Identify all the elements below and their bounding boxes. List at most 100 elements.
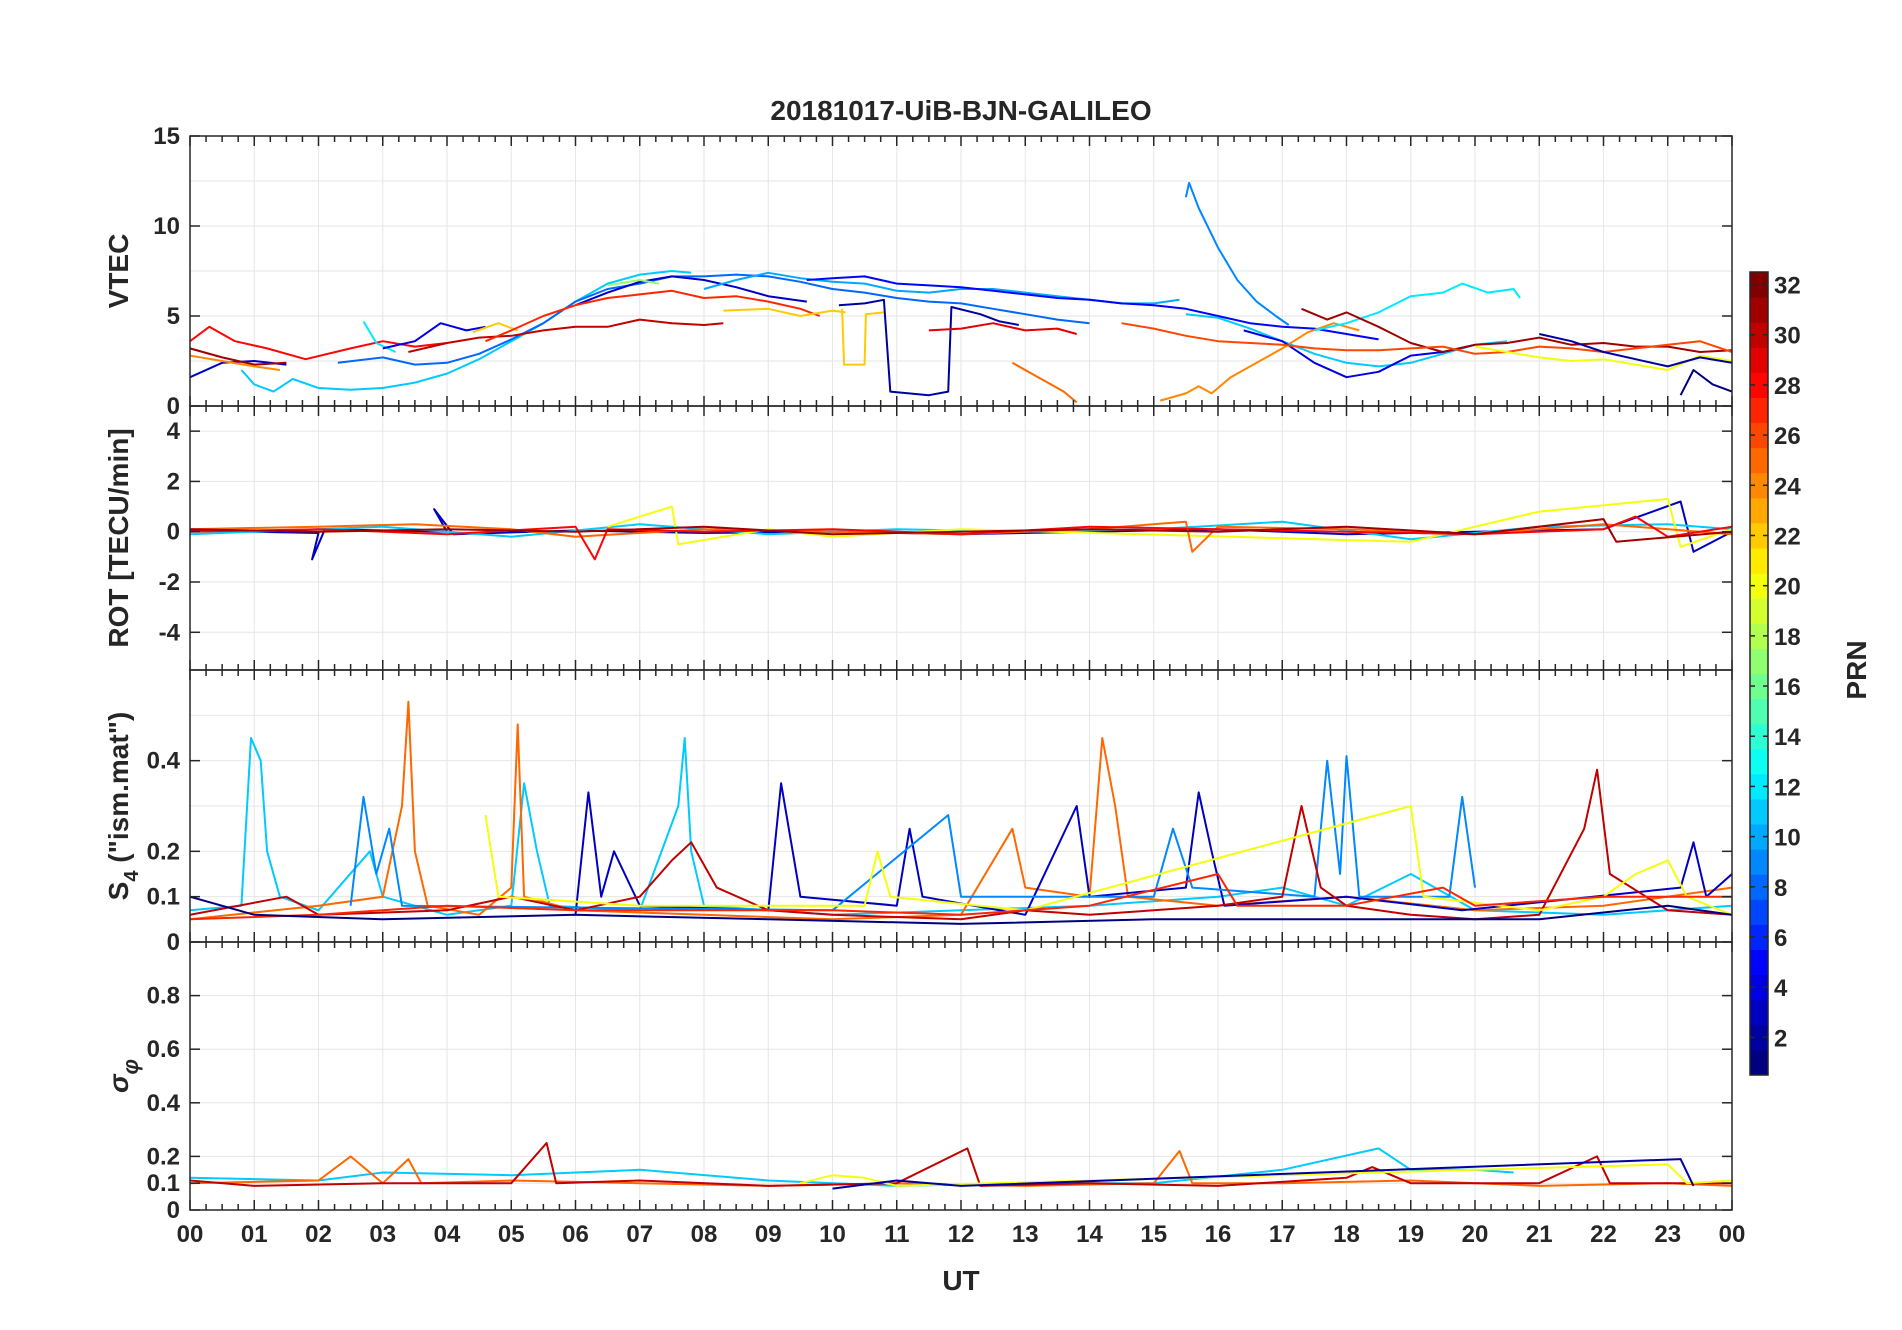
sigma_phi-series-prn-30: [190, 1142, 1732, 1187]
vtec-series-prn-24: [1159, 322, 1360, 402]
rot-y-tick-label: 2: [167, 468, 180, 495]
vtec-series-prn-8: [337, 273, 1090, 366]
s4-series-prn-25: [190, 700, 1732, 921]
panel-s4: 00.10.20.4S4 ("ism.mat"): [103, 669, 1733, 956]
s4-label-rest: ("ism.mat"): [103, 712, 134, 871]
colorbar-swatch: [1750, 773, 1768, 800]
colorbar-swatch: [1750, 472, 1768, 499]
colorbar-tick-label: 10: [1774, 825, 1801, 852]
x-tick-label: 00: [177, 1221, 204, 1248]
s4-y-tick-label: 0.1: [147, 884, 180, 911]
vtec-series-prn-24: [190, 354, 281, 371]
vtec-series-prn-1: [1679, 369, 1732, 396]
x-tick-label: 20: [1462, 1221, 1489, 1248]
vtec-series-prn-17: [607, 279, 660, 287]
rot-y-tick-label: -4: [159, 619, 181, 646]
s4-y-tick-label: 0: [167, 929, 180, 956]
colorbar-swatch: [1750, 573, 1768, 599]
sigma_phi-y-tick-label: 0: [167, 1197, 180, 1224]
s4-series-prn-27: [190, 873, 1732, 921]
x-tick-label: 22: [1590, 1221, 1617, 1248]
s4-series-prn-20: [484, 805, 1732, 916]
x-tick-label: 03: [369, 1221, 396, 1248]
vtec-y-tick-label: 0: [167, 393, 180, 420]
sigma_phi-y-tick-label: 0.6: [147, 1036, 180, 1063]
colorbar-swatch: [1750, 272, 1768, 298]
x-tick-label: 16: [1205, 1221, 1232, 1248]
vtec-series-prn-22: [841, 308, 884, 366]
sigma_phi-series-prn-2: [832, 1158, 1695, 1190]
colorbar-swatch: [1750, 548, 1768, 574]
vtec-series-prn-22: [723, 307, 846, 317]
colorbar-swatch: [1750, 623, 1768, 649]
x-tick-label: 00: [1719, 1221, 1746, 1248]
vtec-series-prn-11: [240, 270, 692, 393]
vtec-series-prn-31: [190, 347, 287, 366]
colorbar-swatch: [1750, 347, 1768, 373]
colorbar-swatch: [1750, 322, 1768, 348]
rot-series-prn-28: [190, 515, 1732, 561]
vtec-series-prn-12: [1314, 282, 1521, 332]
colorbar-swatch: [1750, 824, 1768, 850]
colorbar-tick-label: 4: [1774, 975, 1788, 1002]
s4-series-prn-1: [190, 895, 1732, 925]
chart-title: 20181017-UiB-BJN-GALILEO: [770, 95, 1151, 126]
sigma-label-main: σ: [103, 1073, 134, 1093]
vtec-series-prn-22: [472, 322, 519, 334]
colorbar-swatch: [1750, 723, 1768, 750]
colorbar-swatch: [1750, 422, 1768, 449]
colorbar-swatch: [1750, 849, 1768, 875]
sigma_phi-y-tick-label: 0.4: [147, 1090, 181, 1117]
colorbar-swatch: [1750, 648, 1768, 674]
vtec-series-prn-28: [190, 325, 448, 361]
colorbar-label: PRN: [1841, 640, 1872, 699]
x-tick-label: 09: [755, 1221, 782, 1248]
sigma_phi-y-tick-label: 0.2: [147, 1143, 180, 1170]
colorbar-tick-label: 22: [1774, 523, 1801, 550]
colorbar-swatch: [1750, 899, 1768, 925]
x-tick-label: 23: [1654, 1221, 1681, 1248]
colorbar-swatch: [1750, 999, 1768, 1026]
vtec-series-prn-2: [1539, 333, 1732, 368]
panel-sigma_phi: 00.10.2 0.4 0.6 0.8 σφ 00 01 02 03 04 05 06 07 08 09 10…: [103, 941, 1746, 1248]
x-tick-label: 01: [241, 1221, 268, 1248]
vtec-series-prn-9: [1184, 181, 1290, 326]
vtec-series-prn-2: [838, 298, 1019, 397]
rot-y-tick-label: -2: [159, 569, 180, 596]
sigma_phi-y-axis-label: σφ: [103, 1059, 143, 1093]
panel-rot: -4 -2 0 2 4 ROT [TECU/min]: [103, 405, 1733, 671]
colorbar-swatch: [1750, 598, 1768, 624]
s4-y-tick-label: 0.4: [147, 748, 181, 775]
vtec-series-prn-3: [575, 275, 807, 307]
x-tick-label: 15: [1140, 1221, 1167, 1248]
colorbar-swatch: [1750, 497, 1768, 524]
x-tick-label: 17: [1269, 1221, 1296, 1248]
x-tick-label: 07: [626, 1221, 653, 1248]
colorbar-tick-label: 14: [1774, 724, 1801, 751]
colorbar-tick-label: 24: [1774, 473, 1801, 500]
rot-y-tick-label: 0: [167, 519, 180, 546]
sigma_phi-y-tick-label: 0.8: [147, 983, 180, 1010]
vtec-series-prn-11: [1185, 313, 1508, 368]
x-tick-label: 19: [1397, 1221, 1424, 1248]
vtec-series-prn-12: [362, 320, 397, 353]
colorbar-swatch: [1750, 874, 1768, 900]
vtec-series-prn-29: [928, 322, 1077, 335]
colorbar-swatch: [1750, 397, 1768, 424]
vtec-y-tick-label: 10: [153, 213, 180, 240]
s4-y-axis-label: S4 ("ism.mat"): [103, 712, 143, 901]
sigma_phi-series-group: [190, 1142, 1732, 1190]
colorbar-swatch: [1750, 522, 1768, 549]
colorbar-swatch: [1750, 1049, 1768, 1076]
colorbar-tick-label: 2: [1774, 1025, 1787, 1052]
vtec-series-prn-27: [485, 289, 821, 343]
x-tick-label: 04: [434, 1221, 461, 1248]
rot-series-prn-31: [190, 518, 1732, 543]
colorbar-swatch: [1750, 673, 1768, 700]
vtec-y-tick-label: 5: [167, 303, 180, 330]
x-tick-label: 10: [819, 1221, 846, 1248]
colorbar-swatch: [1750, 447, 1768, 474]
